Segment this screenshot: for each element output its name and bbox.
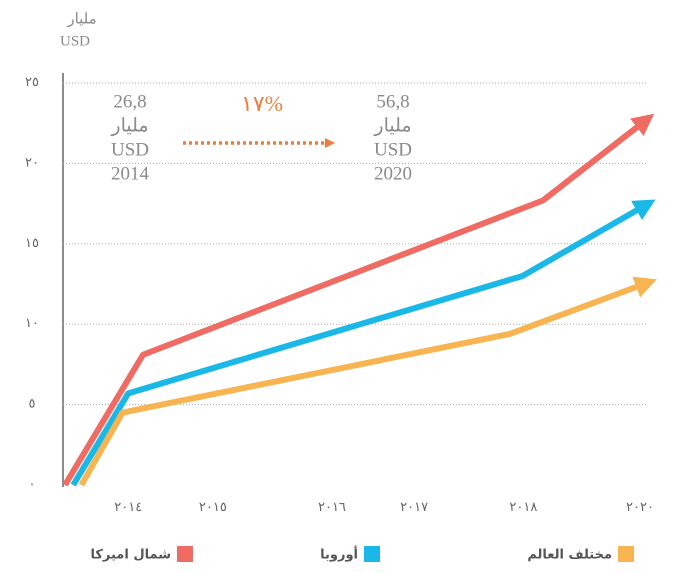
legend-label: أوروبا xyxy=(320,546,358,563)
y-tick-label: ٢٠ xyxy=(25,154,39,169)
x-tick-label: ٢٠٢٠ xyxy=(626,499,654,514)
series-line xyxy=(78,276,657,487)
x-tick-label: ٢٠١٦ xyxy=(318,499,346,514)
y-tick-label: ١٥ xyxy=(25,235,39,250)
y-tick-label: ١٠ xyxy=(25,315,39,330)
annotation: 26,8 xyxy=(113,91,146,112)
series-line xyxy=(62,113,655,487)
annotation: مليار xyxy=(110,115,148,136)
annotation: 56,8 xyxy=(376,91,409,112)
series-line xyxy=(70,199,656,487)
x-tick-label: ٢٠١٤ xyxy=(114,499,142,514)
legend-label: شمال امیرکا xyxy=(90,548,171,563)
annotation: مليار xyxy=(373,115,411,136)
growth-label: ١٧% xyxy=(241,91,283,116)
annotation: 2020 xyxy=(374,163,412,184)
y-tick-label: ٢٥ xyxy=(25,74,39,89)
x-tick-label: ٢٠١٥ xyxy=(199,499,227,514)
legend-swatch xyxy=(364,546,380,562)
annotation: USD xyxy=(374,139,412,160)
y-tick-label: ٠ xyxy=(29,476,36,491)
y-unit: USD xyxy=(60,33,90,49)
legend-swatch xyxy=(618,546,634,562)
x-tick-label: ٢٠١٨ xyxy=(509,499,537,514)
legend-label: مختلف العالم xyxy=(527,548,612,563)
legend-swatch xyxy=(177,546,193,562)
annotation: USD xyxy=(111,139,149,160)
y-unit: مليار xyxy=(66,11,96,27)
x-tick-label: ٢٠١٧ xyxy=(400,499,428,514)
y-tick-label: ٥ xyxy=(29,396,36,411)
annotation: 2014 xyxy=(111,163,150,184)
